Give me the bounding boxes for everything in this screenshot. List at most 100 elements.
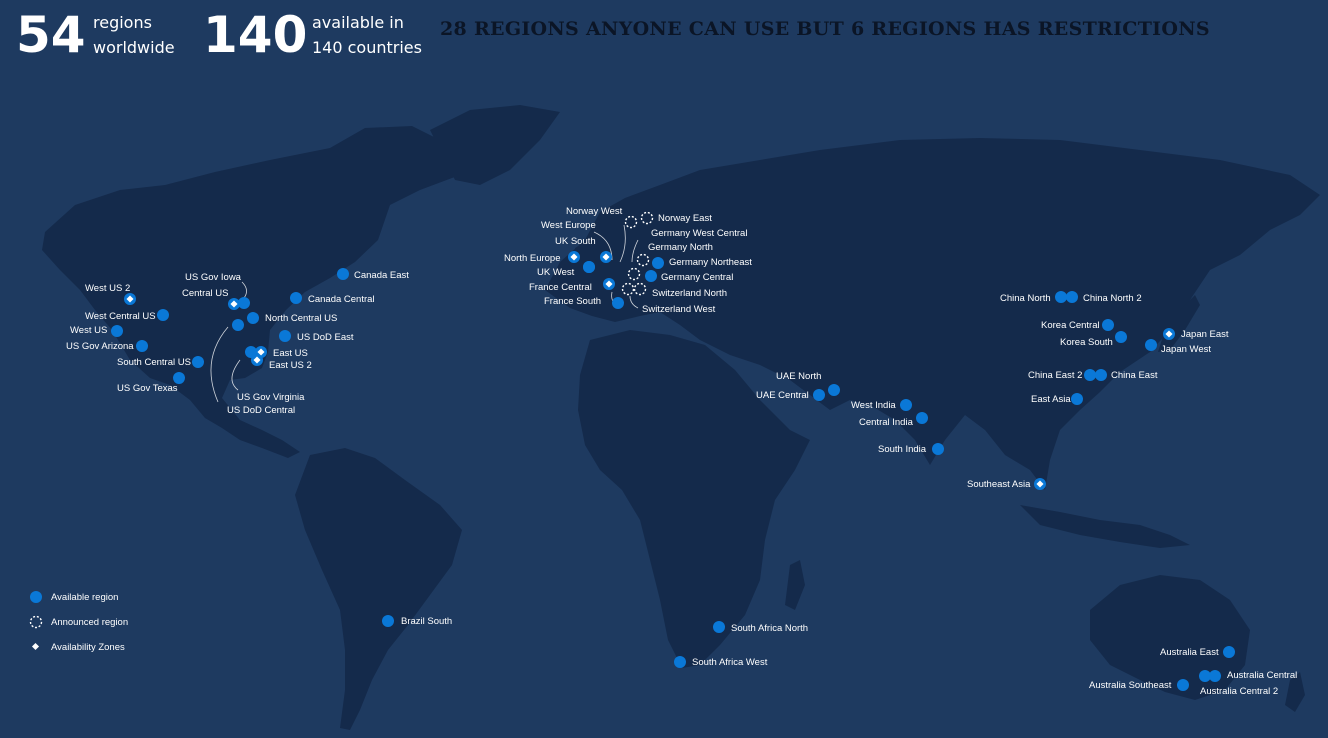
region-label-south-india: South India	[878, 444, 927, 455]
available-region-dot	[674, 656, 686, 668]
region-marker-uae-central[interactable]	[813, 389, 825, 401]
region-marker-france-south[interactable]	[612, 297, 624, 309]
region-marker-south-central-us[interactable]	[192, 356, 204, 368]
region-marker-west-us[interactable]	[111, 325, 123, 337]
region-marker-germany-central[interactable]	[645, 270, 657, 282]
region-marker-uae-north[interactable]	[828, 384, 840, 396]
region-marker-china-north-2[interactable]	[1066, 291, 1078, 303]
region-marker-southeast-asia[interactable]	[1034, 478, 1046, 490]
region-label-uae-north: UAE North	[776, 371, 821, 382]
region-marker-germany-north[interactable]	[636, 253, 650, 267]
available-region-dot	[192, 356, 204, 368]
region-marker-us-dod-central[interactable]	[232, 319, 244, 331]
region-marker-uk-west[interactable]	[583, 261, 595, 273]
region-label-uae-central: UAE Central	[756, 390, 809, 401]
region-marker-west-central-us[interactable]	[157, 309, 169, 321]
region-marker-central-india[interactable]	[916, 412, 928, 424]
region-marker-canada-central[interactable]	[290, 292, 302, 304]
region-marker-germany-west-central[interactable]	[627, 267, 641, 281]
region-marker-east-asia[interactable]	[1071, 393, 1083, 405]
region-marker-korea-central[interactable]	[1102, 319, 1114, 331]
legend-announced-dot	[29, 615, 43, 629]
region-label-norway-west: Norway West	[566, 206, 623, 217]
region-marker-japan-west[interactable]	[1145, 339, 1157, 351]
region-marker-china-east[interactable]	[1095, 369, 1107, 381]
region-marker-china-north[interactable]	[1055, 291, 1067, 303]
region-marker-north-europe[interactable]	[568, 251, 580, 263]
region-label-us-dod-central: US DoD Central	[227, 405, 295, 416]
region-marker-central-us[interactable]	[228, 298, 240, 310]
available-region-dot	[337, 268, 349, 280]
region-marker-australia-central-2[interactable]	[1199, 670, 1211, 682]
indonesia-landmass	[1020, 505, 1190, 548]
region-label-australia-central: Australia Central	[1227, 670, 1297, 681]
region-label-southeast-asia: Southeast Asia	[967, 479, 1031, 490]
region-marker-canada-east[interactable]	[337, 268, 349, 280]
available-region-dot	[583, 261, 595, 273]
region-label-us-gov-iowa: US Gov Iowa	[185, 272, 242, 283]
region-marker-switzerland-north[interactable]	[621, 282, 635, 296]
available-region-dot	[247, 312, 259, 324]
region-label-korea-central: Korea Central	[1041, 320, 1100, 331]
region-marker-us-gov-iowa[interactable]	[238, 297, 250, 309]
available-region-dot	[1066, 291, 1078, 303]
region-marker-west-india[interactable]	[900, 399, 912, 411]
region-marker-us-gov-texas[interactable]	[173, 372, 185, 384]
connector-line	[241, 281, 247, 299]
legend-zones-label: Availability Zones	[51, 642, 125, 653]
region-marker-norway-east[interactable]	[640, 211, 654, 225]
available-region-dot	[1145, 339, 1157, 351]
region-marker-west-europe[interactable]	[600, 251, 612, 263]
region-marker-us-dod-east[interactable]	[279, 330, 291, 342]
region-label-west-india: West India	[851, 400, 896, 411]
legend: Available region Announced region Availa…	[29, 591, 128, 653]
new-zealand-landmass	[1285, 672, 1305, 712]
region-marker-japan-east[interactable]	[1163, 328, 1175, 340]
region-label-south-central-us: South Central US	[117, 357, 191, 368]
region-label-west-us-2: West US 2	[85, 283, 130, 294]
region-marker-australia-central[interactable]	[1209, 670, 1221, 682]
available-region-dot	[813, 389, 825, 401]
region-marker-france-central[interactable]	[603, 278, 615, 290]
region-label-uk-south: UK South	[555, 236, 596, 247]
region-marker-china-east-2[interactable]	[1084, 369, 1096, 381]
available-region-dot	[1084, 369, 1096, 381]
available-region-dot	[1095, 369, 1107, 381]
region-marker-switzerland-west[interactable]	[633, 282, 647, 296]
available-region-dot	[382, 615, 394, 627]
region-label-australia-southeast: Australia Southeast	[1089, 680, 1172, 691]
availability-zones-diamond	[126, 295, 134, 303]
region-marker-us-gov-virginia[interactable]	[245, 346, 257, 358]
north-america-landmass	[42, 126, 470, 458]
available-region-dot	[232, 319, 244, 331]
region-marker-south-india[interactable]	[932, 443, 944, 455]
region-marker-australia-southeast[interactable]	[1177, 679, 1189, 691]
regions-caption-line1: regions	[93, 13, 152, 32]
countries-caption-line1: available in	[312, 13, 404, 32]
region-marker-us-gov-arizona[interactable]	[136, 340, 148, 352]
region-label-korea-south: Korea South	[1060, 337, 1113, 348]
region-marker-australia-east[interactable]	[1223, 646, 1235, 658]
region-marker-norway-west[interactable]	[624, 215, 638, 229]
announced-region-dot	[640, 211, 654, 225]
region-marker-north-central-us[interactable]	[247, 312, 259, 324]
region-label-us-gov-virginia: US Gov Virginia	[237, 392, 305, 403]
region-label-west-central-us: West Central US	[85, 311, 156, 322]
region-label-germany-north: Germany North	[648, 242, 713, 253]
available-region-dot	[612, 297, 624, 309]
region-label-east-us: East US	[273, 348, 308, 359]
region-marker-south-africa-west[interactable]	[674, 656, 686, 668]
legend-available-label: Available region	[51, 592, 118, 603]
region-label-germany-central: Germany Central	[661, 272, 733, 283]
available-region-dot	[1199, 670, 1211, 682]
region-marker-germany-northeast[interactable]	[652, 257, 664, 269]
region-marker-brazil-south[interactable]	[382, 615, 394, 627]
countries-count: 140	[203, 6, 308, 64]
region-marker-korea-south[interactable]	[1115, 331, 1127, 343]
region-label-japan-east: Japan East	[1181, 329, 1229, 340]
announced-region-dot	[624, 215, 638, 229]
region-marker-south-africa-north[interactable]	[713, 621, 725, 633]
region-marker-west-us-2[interactable]	[124, 293, 136, 305]
